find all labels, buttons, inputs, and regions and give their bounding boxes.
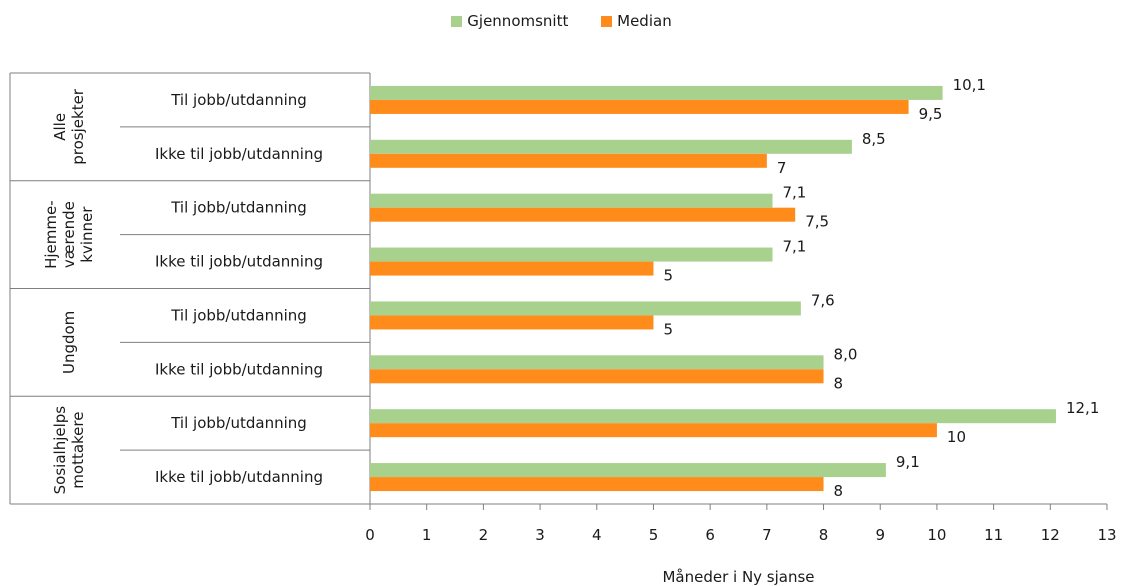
x-tick-label: 10 xyxy=(927,526,946,544)
category-label: Ikke til jobb/utdanning xyxy=(155,468,323,486)
x-tick-label: 12 xyxy=(1041,526,1060,544)
legend-label-gjennomsnitt: Gjennomsnitt xyxy=(467,12,569,30)
legend-label-median: Median xyxy=(617,12,672,30)
legend-item-median: Median xyxy=(601,12,672,30)
data-label-gjennomsnitt: 7,1 xyxy=(783,238,807,256)
x-tick-label: 7 xyxy=(762,526,772,544)
data-label-gjennomsnitt: 12,1 xyxy=(1066,399,1099,417)
data-label-median: 5 xyxy=(663,267,673,285)
group-label: kvinner xyxy=(78,206,96,263)
bar-gjennomsnitt xyxy=(370,463,886,478)
data-label-gjennomsnitt: 7,6 xyxy=(811,291,835,309)
bar-median xyxy=(370,477,824,492)
category-label: Ikke til jobb/utdanning xyxy=(155,360,323,378)
category-label: Ikke til jobb/utdanning xyxy=(155,253,323,271)
group-label: Alle xyxy=(51,113,69,141)
bar-gjennomsnitt xyxy=(370,139,852,154)
bar-gjennomsnitt xyxy=(370,193,773,208)
x-tick-label: 9 xyxy=(875,526,885,544)
bar-gjennomsnitt xyxy=(370,301,801,316)
x-tick-label: 0 xyxy=(365,526,375,544)
x-tick-label: 2 xyxy=(479,526,489,544)
group-label: Sosialhjelps xyxy=(51,406,69,495)
x-tick-label: 8 xyxy=(819,526,829,544)
x-tick-label: 4 xyxy=(592,526,602,544)
x-tick-label: 3 xyxy=(535,526,545,544)
data-label-gjennomsnitt: 8,0 xyxy=(834,345,858,363)
category-label: Til jobb/utdanning xyxy=(170,414,307,432)
bar-median xyxy=(370,423,937,438)
data-label-median: 8 xyxy=(834,374,844,392)
legend-swatch-gjennomsnitt xyxy=(451,15,463,27)
group-label: prosjekter xyxy=(69,88,87,165)
legend-swatch-median xyxy=(601,15,613,27)
bar-gjennomsnitt xyxy=(370,85,943,100)
data-label-median: 7,5 xyxy=(805,213,829,231)
group-label: Hjemme- xyxy=(42,200,60,269)
bar-median xyxy=(370,99,909,114)
bar-median xyxy=(370,207,796,222)
category-label: Ikke til jobb/utdanning xyxy=(155,145,323,163)
legend: Gjennomsnitt Median xyxy=(0,12,1123,31)
data-label-gjennomsnitt: 8,5 xyxy=(862,130,886,148)
data-label-gjennomsnitt: 10,1 xyxy=(953,76,986,94)
data-label-median: 7 xyxy=(777,159,787,177)
x-tick-label: 11 xyxy=(984,526,1003,544)
data-label-median: 9,5 xyxy=(919,105,943,123)
bar-gjennomsnitt xyxy=(370,355,824,370)
category-label: Til jobb/utdanning xyxy=(170,91,307,109)
x-axis-title: Måneder i Ny sjanse xyxy=(662,568,815,586)
x-tick-label: 1 xyxy=(422,526,432,544)
bar-gjennomsnitt xyxy=(370,409,1056,424)
category-label: Til jobb/utdanning xyxy=(170,306,307,324)
category-label: Til jobb/utdanning xyxy=(170,199,307,217)
data-label-gjennomsnitt: 9,1 xyxy=(896,453,920,471)
group-label: værende xyxy=(60,201,78,268)
x-tick-label: 13 xyxy=(1097,526,1116,544)
data-label-median: 8 xyxy=(834,482,844,500)
data-label-gjennomsnitt: 7,1 xyxy=(783,184,807,202)
data-label-median: 5 xyxy=(663,320,673,338)
legend-item-gjennomsnitt: Gjennomsnitt xyxy=(451,12,568,30)
x-tick-label: 6 xyxy=(705,526,715,544)
bar-median xyxy=(370,315,654,330)
bar-gjennomsnitt xyxy=(370,247,773,262)
bar-median xyxy=(370,153,767,168)
bar-median xyxy=(370,369,824,384)
x-tick-label: 5 xyxy=(649,526,659,544)
data-label-median: 10 xyxy=(947,428,966,446)
group-label: mottakere xyxy=(69,412,87,489)
group-label: Ungdom xyxy=(60,311,78,374)
bar-median xyxy=(370,261,654,276)
